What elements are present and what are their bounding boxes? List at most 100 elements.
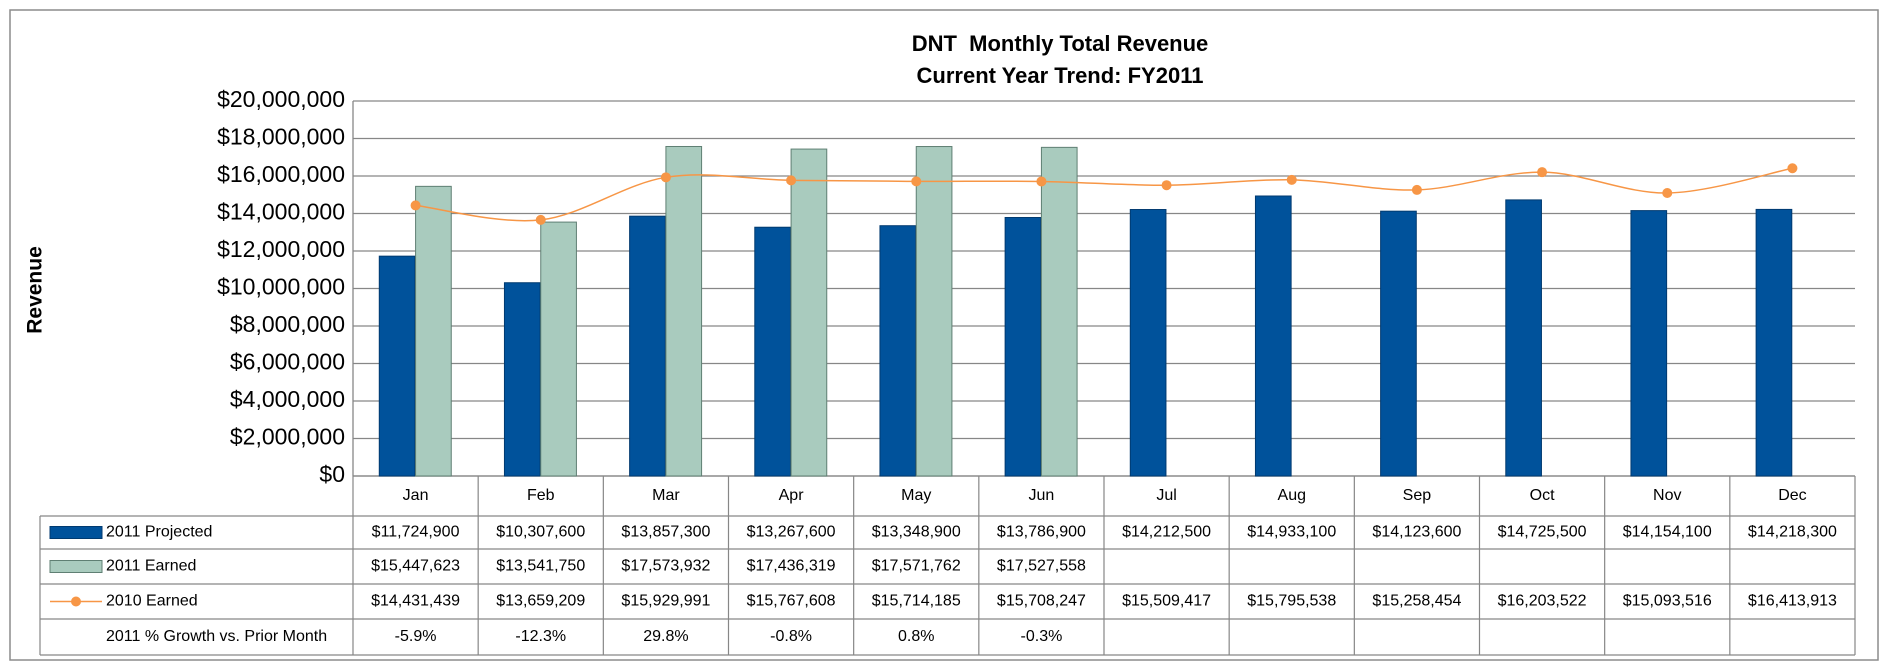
x-tick-label: Feb <box>527 487 555 504</box>
bar <box>629 215 666 477</box>
line-marker <box>1286 174 1297 185</box>
table-value: $15,447,623 <box>371 558 460 575</box>
table-value: $17,573,932 <box>621 558 710 575</box>
table-value: $13,659,209 <box>496 593 585 610</box>
y-tick-label: $16,000,000 <box>217 161 345 187</box>
x-tick-label: May <box>901 487 931 504</box>
legend-label: 2011 Projected <box>106 524 212 541</box>
y-tick-label: $0 <box>319 461 345 487</box>
bar <box>754 226 791 477</box>
bar <box>415 185 452 477</box>
chart-subtitle: Current Year Trend: FY2011 <box>917 63 1204 88</box>
x-tick-label: Oct <box>1530 487 1555 504</box>
table-value: -0.8% <box>770 628 812 645</box>
y-tick-label: $2,000,000 <box>230 424 345 450</box>
legend-key <box>49 560 103 573</box>
x-tick-label: Jul <box>1156 487 1176 504</box>
bar <box>1254 195 1292 477</box>
table-value: $15,093,516 <box>1623 593 1712 610</box>
table-value: $15,714,185 <box>872 593 961 610</box>
y-tick-label: $10,000,000 <box>217 274 345 300</box>
line-marker <box>911 176 922 187</box>
bar <box>1004 216 1042 477</box>
bar <box>665 145 703 477</box>
table-value: $13,348,900 <box>872 524 961 541</box>
bar <box>1380 210 1417 477</box>
table-value: $14,431,439 <box>371 593 460 610</box>
table-value: $14,123,600 <box>1372 524 1461 541</box>
table-value: $13,267,600 <box>747 524 836 541</box>
line-marker <box>1161 180 1172 191</box>
line-marker <box>410 200 421 211</box>
table-value: $15,708,247 <box>997 593 1086 610</box>
bar <box>790 148 828 477</box>
y-tick-label: $12,000,000 <box>217 236 345 262</box>
legend-key <box>71 596 81 607</box>
table-value: $11,724,900 <box>372 524 460 541</box>
table-value: $17,436,319 <box>747 558 836 575</box>
bar <box>879 225 917 477</box>
x-tick-label: Nov <box>1653 487 1681 504</box>
table-value: $15,509,417 <box>1122 593 1211 610</box>
table-value: -5.9% <box>395 628 437 645</box>
x-tick-label: Aug <box>1278 487 1306 504</box>
bar <box>378 255 416 477</box>
table-value: 0.8% <box>898 628 934 645</box>
y-tick-label: $18,000,000 <box>217 124 345 150</box>
table-value: $13,857,300 <box>621 524 710 541</box>
table-value: -12.3% <box>515 628 566 645</box>
chart-title: DNT Monthly Total Revenue <box>912 31 1209 56</box>
bar <box>1505 199 1542 477</box>
line-marker <box>1787 163 1798 174</box>
table-row-label: 2011 % Growth vs. Prior Month <box>106 628 327 645</box>
table-value: $17,571,762 <box>872 558 961 575</box>
x-tick-label: Apr <box>779 487 805 504</box>
table-value: $13,541,750 <box>496 558 585 575</box>
table-value: 29.8% <box>643 628 688 645</box>
bar <box>1630 210 1668 477</box>
y-tick-label: $20,000,000 <box>217 86 345 112</box>
table-value: $16,203,522 <box>1498 593 1587 610</box>
line-marker <box>535 214 546 225</box>
table-value: -0.3% <box>1021 628 1063 645</box>
line-marker <box>1411 184 1422 195</box>
table-value: $15,795,538 <box>1247 593 1336 610</box>
y-tick-label: $6,000,000 <box>230 349 345 375</box>
line-marker <box>1662 187 1673 198</box>
table-value: $14,933,100 <box>1247 524 1336 541</box>
table-value: $15,767,608 <box>747 593 836 610</box>
x-tick-label: Jan <box>403 487 429 504</box>
bar <box>540 221 577 477</box>
x-tick-label: Sep <box>1403 487 1432 504</box>
x-tick-label: Mar <box>652 487 680 504</box>
bar <box>1755 208 1793 477</box>
y-tick-label: $8,000,000 <box>230 311 345 337</box>
y-axis-label: Revenue <box>24 246 47 334</box>
legend-label: 2011 Earned <box>106 558 196 575</box>
x-tick-label: Jun <box>1029 487 1055 504</box>
legend-key <box>49 526 103 539</box>
line <box>415 167 1793 222</box>
bar <box>915 146 953 477</box>
bar <box>1040 146 1078 477</box>
table-value: $14,218,300 <box>1748 524 1837 541</box>
x-tick-label: Dec <box>1778 487 1806 504</box>
table-value: $15,258,454 <box>1372 593 1461 610</box>
table-value: $13,786,900 <box>997 524 1086 541</box>
bar <box>1129 209 1167 477</box>
bar <box>503 282 541 477</box>
table-value: $16,413,913 <box>1748 593 1837 610</box>
y-tick-label: $14,000,000 <box>217 199 345 225</box>
table-value: $14,154,100 <box>1623 524 1712 541</box>
table-value: $10,307,600 <box>496 524 585 541</box>
legend-label: 2010 Earned <box>106 593 198 610</box>
table-value: $14,212,500 <box>1122 524 1211 541</box>
line-marker <box>786 175 797 186</box>
table-value: $15,929,991 <box>621 593 710 610</box>
y-tick-label: $4,000,000 <box>230 386 345 412</box>
line-marker <box>1537 167 1548 178</box>
line-marker <box>660 172 671 183</box>
table-value: $17,527,558 <box>997 558 1086 575</box>
